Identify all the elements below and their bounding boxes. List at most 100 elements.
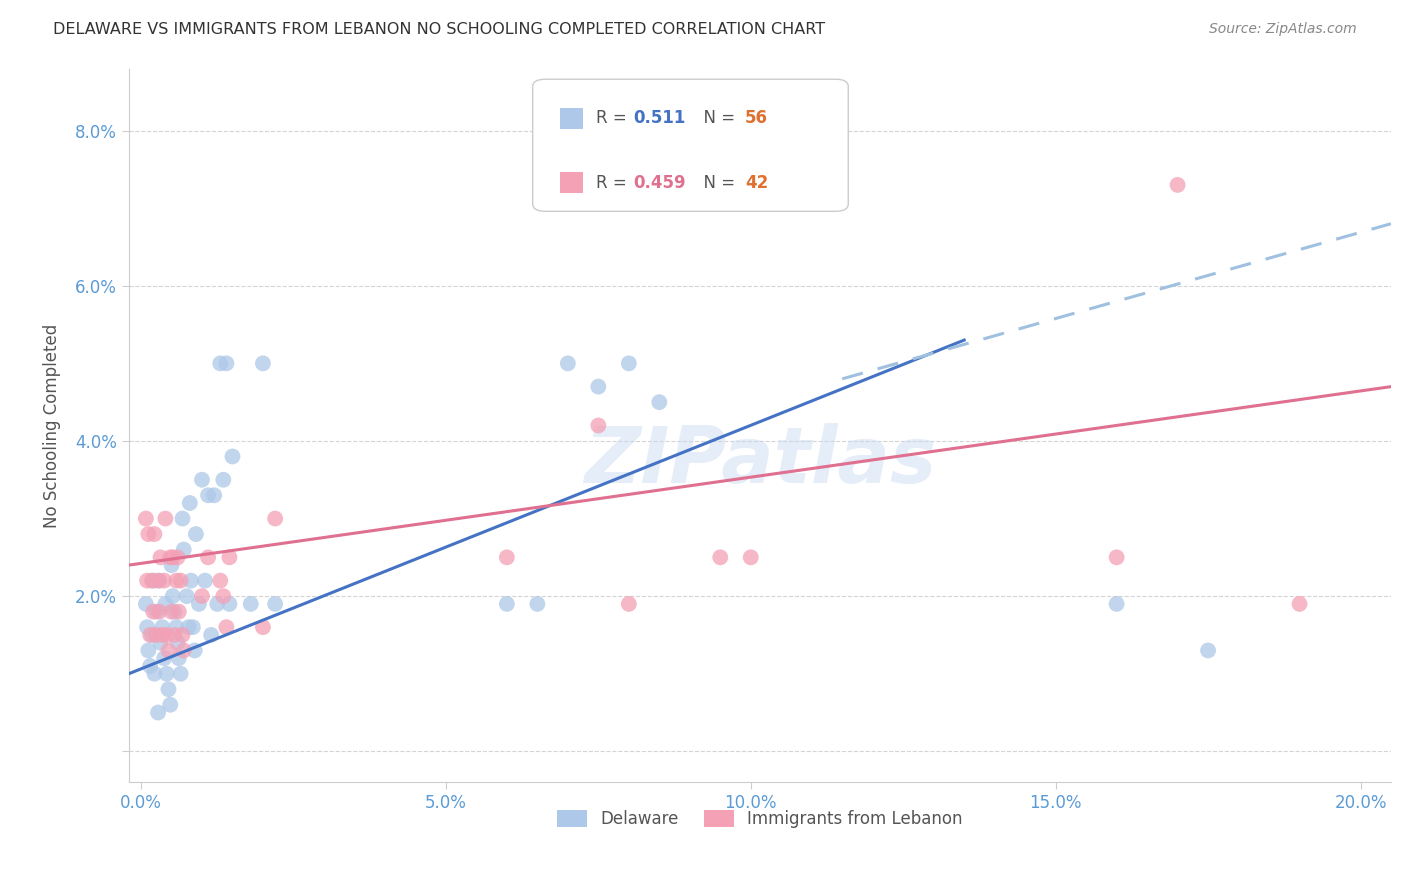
Point (202, 488, 225, 502)
Point (212, 473, 235, 487)
Point (740, 550, 762, 565)
Point (173, 643, 195, 657)
Point (162, 589, 184, 603)
FancyBboxPatch shape (533, 79, 848, 211)
Text: 42: 42 (745, 174, 768, 192)
Point (163, 605, 186, 619)
Point (145, 605, 167, 619)
Point (617, 597, 640, 611)
Point (252, 356, 274, 370)
Text: R =: R = (596, 174, 631, 192)
Point (218, 550, 240, 565)
Point (648, 395, 671, 409)
Legend: Delaware, Immigrants from Lebanon: Delaware, Immigrants from Lebanon (551, 803, 969, 835)
Point (145, 628, 167, 642)
Point (142, 605, 165, 619)
Point (157, 682, 180, 697)
Point (184, 527, 207, 541)
Point (155, 511, 177, 525)
Point (191, 589, 214, 603)
Text: N =: N = (693, 110, 741, 128)
Point (209, 356, 232, 370)
Point (526, 597, 548, 611)
Point (239, 597, 262, 611)
Point (218, 597, 240, 611)
Point (209, 574, 232, 588)
Point (156, 666, 179, 681)
Point (200, 628, 222, 642)
Point (1167, 178, 1189, 192)
Point (160, 605, 183, 619)
Point (264, 511, 287, 525)
Point (167, 651, 190, 665)
Point (163, 628, 186, 642)
Point (149, 636, 172, 650)
Point (148, 605, 170, 619)
Point (207, 597, 229, 611)
Point (166, 636, 188, 650)
Point (177, 620, 200, 634)
Point (157, 643, 180, 657)
Text: Source: ZipAtlas.com: Source: ZipAtlas.com (1209, 22, 1357, 37)
Point (197, 550, 219, 565)
Point (617, 356, 640, 370)
Point (588, 379, 610, 393)
Point (135, 511, 157, 525)
Text: R =: R = (596, 110, 631, 128)
Point (167, 605, 190, 619)
Point (156, 628, 179, 642)
Point (146, 706, 169, 720)
Point (495, 597, 517, 611)
Point (136, 527, 159, 541)
Point (146, 574, 169, 588)
Point (197, 488, 219, 502)
Point (1288, 597, 1310, 611)
Point (162, 550, 184, 565)
Point (153, 651, 176, 665)
Point (173, 542, 195, 557)
Point (557, 356, 579, 370)
Point (191, 473, 214, 487)
Text: N =: N = (693, 174, 741, 192)
Point (165, 574, 187, 588)
Point (1105, 597, 1128, 611)
FancyBboxPatch shape (561, 172, 583, 194)
Point (153, 574, 176, 588)
FancyBboxPatch shape (561, 108, 583, 129)
Point (709, 550, 731, 565)
Point (166, 550, 188, 565)
Point (169, 666, 191, 681)
Point (181, 620, 204, 634)
Point (1197, 643, 1219, 657)
Text: 56: 56 (745, 110, 768, 128)
Point (148, 574, 170, 588)
Point (172, 511, 194, 525)
Point (172, 628, 194, 642)
Point (179, 496, 201, 510)
Point (142, 574, 165, 588)
Point (183, 643, 205, 657)
Point (212, 589, 235, 603)
Point (215, 356, 238, 370)
Point (588, 418, 610, 433)
Point (136, 574, 159, 588)
Point (143, 527, 166, 541)
Point (139, 659, 162, 673)
Point (1105, 550, 1128, 565)
Point (165, 620, 187, 634)
Point (159, 698, 181, 712)
Text: 0.511: 0.511 (634, 110, 686, 128)
Point (139, 628, 162, 642)
Point (176, 589, 198, 603)
Point (215, 620, 238, 634)
Point (187, 597, 209, 611)
Point (136, 643, 159, 657)
Text: 0.459: 0.459 (634, 174, 686, 192)
Point (135, 597, 157, 611)
Point (160, 558, 183, 573)
Text: DELAWARE VS IMMIGRANTS FROM LEBANON NO SCHOOLING COMPLETED CORRELATION CHART: DELAWARE VS IMMIGRANTS FROM LEBANON NO S… (53, 22, 825, 37)
Point (169, 574, 191, 588)
Point (149, 550, 172, 565)
Point (221, 450, 243, 464)
Point (252, 620, 274, 634)
